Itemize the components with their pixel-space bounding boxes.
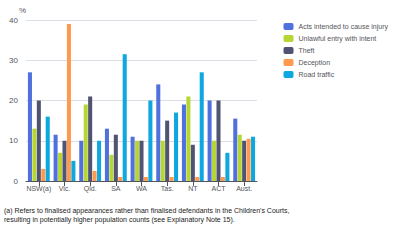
svg-text:SA: SA [111,185,121,192]
svg-text:NSW(a): NSW(a) [26,185,51,193]
svg-text:10: 10 [9,136,18,145]
svg-text:Vic.: Vic. [59,185,71,192]
svg-text:(a) Refers to finalised appear: (a) Refers to finalised appearances rath… [4,207,289,215]
svg-text:%: % [19,6,26,15]
svg-text:Aust.: Aust. [236,185,252,192]
svg-text:20: 20 [9,96,18,105]
svg-text:Deception: Deception [299,59,331,67]
svg-text:Acts intended to cause injury: Acts intended to cause injury [299,23,389,31]
svg-text:Theft: Theft [299,47,315,54]
svg-text:resulting in potentially highe: resulting in potentially higher populati… [4,216,235,224]
svg-text:Qld.: Qld. [84,185,97,193]
svg-text:Tas.: Tas. [161,185,174,192]
svg-text:40: 40 [9,16,18,25]
svg-text:WA: WA [136,185,147,192]
svg-text:0: 0 [14,177,19,186]
svg-text:Road traffic: Road traffic [299,71,335,78]
svg-text:NT: NT [188,185,198,192]
svg-text:30: 30 [9,56,18,65]
svg-text:Unlawful entry with intent: Unlawful entry with intent [299,35,377,43]
svg-text:ACT: ACT [212,185,227,192]
